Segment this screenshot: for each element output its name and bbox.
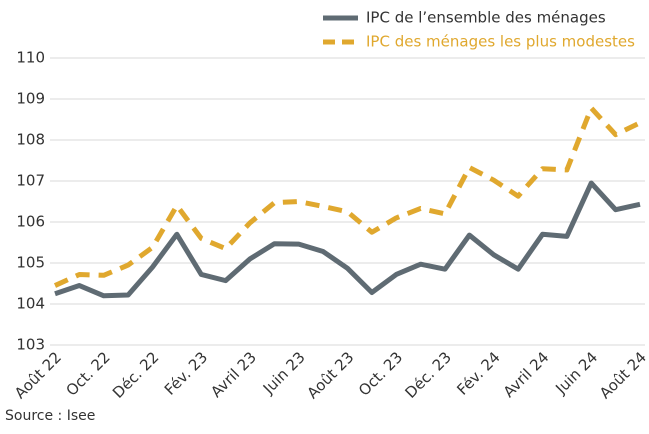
y-tick-label: 104	[16, 295, 45, 313]
x-tick-label: Août 22	[11, 348, 65, 402]
legend-label: IPC de l’ensemble des ménages	[366, 9, 606, 27]
x-tick-label: Fév. 24	[453, 348, 503, 398]
x-tick-label: Déc. 22	[109, 348, 162, 401]
y-tick-label: 107	[16, 172, 45, 190]
y-tick-label: 106	[16, 213, 45, 231]
y-tick-label: 108	[16, 131, 45, 149]
series-line	[53, 105, 642, 288]
x-tick-label: Août 23	[303, 348, 357, 402]
y-tick-label: 105	[16, 254, 45, 272]
x-tick-label: Avril 24	[500, 348, 553, 401]
x-tick-label: Oct. 23	[355, 348, 406, 399]
y-tick-label: 109	[16, 90, 45, 108]
y-tick-label: 103	[16, 336, 45, 354]
series-line	[54, 180, 641, 299]
x-tick-label: Juin 24	[551, 348, 601, 398]
x-tick-label: Août 24	[596, 348, 649, 402]
x-tick-label: Avril 23	[207, 348, 260, 401]
y-tick-label: 110	[16, 49, 45, 67]
source: Source : Isee	[5, 408, 95, 424]
x-tick-label: Juin 23	[259, 348, 309, 398]
x-tick-label: Fév. 23	[161, 348, 211, 398]
legend-label: IPC des ménages les plus modestes	[366, 33, 635, 51]
x-tick-label: Déc. 23	[402, 348, 455, 401]
x-tick-label: Oct. 22	[62, 348, 113, 399]
